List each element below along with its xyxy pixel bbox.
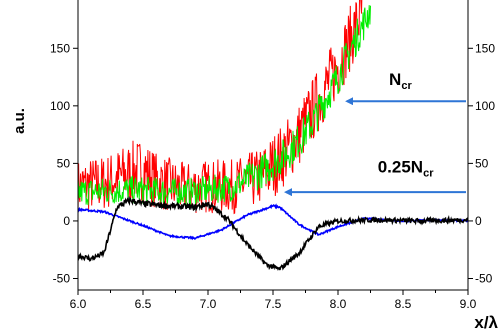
x-axis-label: x/λ: [474, 313, 498, 332]
y-tick-label-left: 0: [63, 214, 70, 228]
y-tick-label-left: 50: [57, 156, 71, 170]
y-tick-label-right: -50: [475, 271, 493, 285]
x-tick-label: 9.0: [460, 297, 477, 311]
annotation-label-1: 0.25Ncr: [378, 158, 434, 180]
x-tick-label: 8.0: [330, 297, 347, 311]
y-tick-label-left: 150: [50, 41, 70, 55]
y-axis-label: a.u.: [11, 108, 28, 134]
series-line-0: [78, 0, 363, 215]
series-layer: [78, 0, 468, 271]
y-tick-label-left: 100: [50, 99, 70, 113]
y-tick-label-right: 100: [475, 99, 495, 113]
x-tick-label: 7.0: [200, 297, 217, 311]
y-tick-label-right: 150: [475, 41, 495, 55]
annotations-layer: Ncr 0.25Ncr: [284, 70, 466, 197]
annotation-label-0: Ncr: [389, 70, 412, 92]
x-tick-label: 8.5: [395, 297, 412, 311]
x-tick-label: 6.5: [135, 297, 152, 311]
y-tick-label-left: -50: [53, 271, 71, 285]
ticks-layer: 6.0 6.5 7.0 7.5 8.0 8.5 9.0 -50 0 50 100 150 -50 0 50 1…: [50, 41, 495, 311]
y-tick-label-right: 0: [475, 214, 482, 228]
series-line-3: [78, 196, 468, 271]
x-tick-label: 7.5: [265, 297, 282, 311]
x-tick-label: 6.0: [70, 297, 87, 311]
y-tick-label-right: 50: [475, 156, 489, 170]
series-line-1: [78, 5, 371, 206]
series-line-2: [78, 203, 468, 241]
